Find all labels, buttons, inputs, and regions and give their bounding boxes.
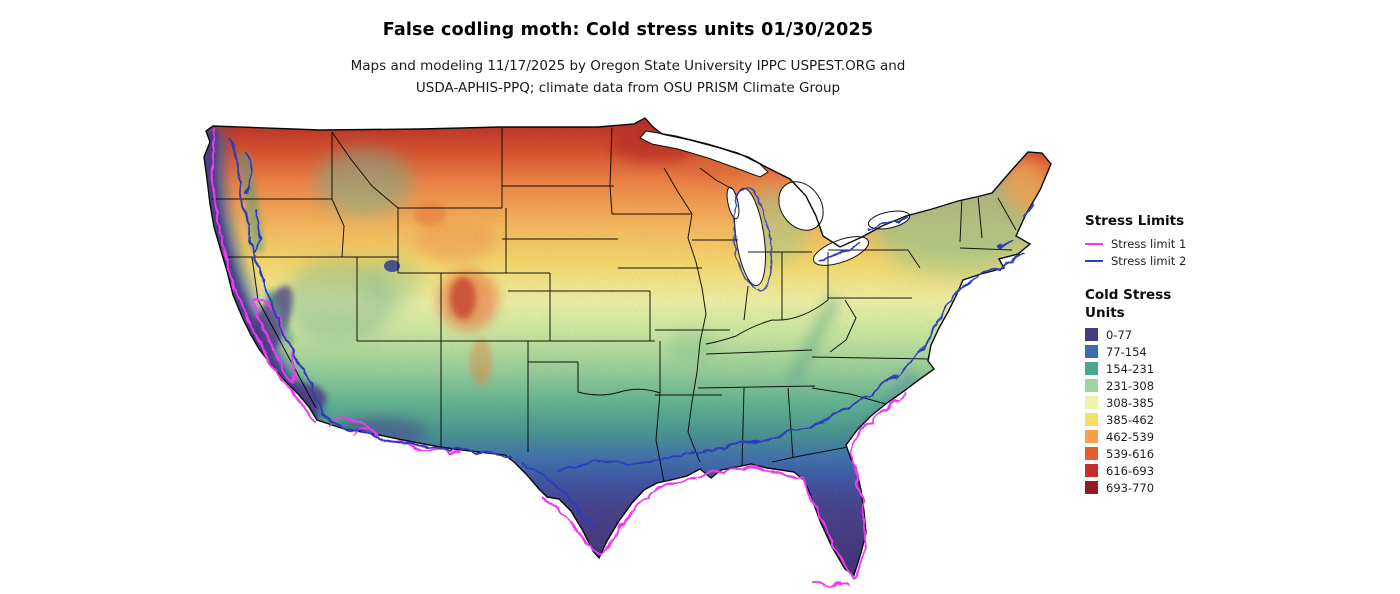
cold-stress-bins: 0-77 77-154 154-231 231-308 308-385 385-462 46… [1085,327,1260,495]
cold-stress-bin-swatch [1085,345,1098,358]
cold-stress-bin-label: 693-770 [1106,480,1155,495]
cold-stress-bin-label: 154-231 [1106,361,1155,376]
cold-stress-bin-label: 77-154 [1106,344,1147,359]
lake-superior [639,130,769,178]
lake-erie [812,236,870,266]
stress-limit-1-line [350,427,380,439]
cold-stress-bin-label: 539-616 [1106,446,1155,461]
cold-stress-bin-label: 308-385 [1106,395,1155,410]
cold-stress-heading-line2: Units [1085,305,1125,321]
stress-limit-1-line [248,295,295,384]
stress-limit-item-swatch [1085,242,1103,245]
stress-limit-item-label: Stress limit 2 [1111,253,1187,268]
stress-limit-2-line [228,138,510,456]
stress-limit-2-contours [228,138,1032,528]
page-title: False codling moth: Cold stress units 01… [382,20,874,40]
stress-limit-1-line [810,579,848,586]
cold-stress-bin-swatch [1085,413,1098,426]
stress-limit-item: Stress limit 2 [1085,253,1260,268]
stress-limit-1-line [539,389,907,577]
cold-stress-bin-swatch [1085,362,1098,375]
cold-stress-bin-swatch [1085,464,1098,477]
cold-stress-bin-label: 616-693 [1106,463,1155,478]
cold-stress-bin-swatch [1085,447,1098,460]
cold-stress-bin-label: 0-77 [1106,327,1133,342]
stress-limits-list: Stress limit 1 Stress limit 2 [1085,236,1260,268]
lake-huron [778,181,824,231]
stress-limits-heading: Stress Limits [1085,213,1185,229]
stress-limit-item-swatch [1085,259,1103,262]
cold-stress-bin: 462-539 [1085,429,1260,444]
cold-stress-bin: 539-616 [1085,446,1260,461]
stress-limit-2-line [816,215,906,262]
legend-gap [1085,271,1260,286]
terrain-overlays [204,118,1051,575]
cold-stress-bin-swatch [1085,396,1098,409]
cold-stress-bin-label: 462-539 [1106,429,1155,444]
subtitle: Maps and modeling 11/17/2025 by Oregon S… [0,55,1256,99]
stress-limit-item: Stress limit 1 [1085,236,1260,251]
subtitle-line2: USDA-APHIS-PPQ; climate data from OSU PR… [415,80,841,96]
stress-limit-2-line [995,202,1032,246]
subtitle-line1: Maps and modeling 11/17/2025 by Oregon S… [350,58,906,74]
cold-stress-bin-swatch [1085,481,1098,494]
stress-limit-2-line [518,250,1022,528]
stress-limit-1-line [208,127,317,421]
cold-stress-bin: 77-154 [1085,344,1260,359]
cold-stress-bin: 154-231 [1085,361,1260,376]
cold-stress-bin-label: 385-462 [1106,412,1155,427]
cold-stress-heading-line1: Cold Stress [1085,287,1172,303]
cold-stress-bin: 0-77 [1085,327,1260,342]
cold-stress-bin-label: 231-308 [1106,378,1155,393]
lake-michigan [734,187,766,287]
cold-stress-bin-swatch [1085,430,1098,443]
cold-stress-bin: 231-308 [1085,378,1260,393]
cold-stress-bin: 308-385 [1085,395,1260,410]
great-salt-lake [384,260,400,272]
cold-stress-bin-swatch [1085,328,1098,341]
state-borders [212,127,1017,483]
cold-stress-bin: 385-462 [1085,412,1260,427]
cold-stress-bin-swatch [1085,379,1098,392]
stress-limit-2-line [730,184,770,290]
cold-stress-heading: Cold Stress Units [1085,286,1260,322]
legend: Stress Limits Stress limit 1 Stress limit… [1085,212,1260,498]
cold-stress-bin: 616-693 [1085,463,1260,478]
stress-limit-item-label: Stress limit 1 [1111,236,1187,251]
stress-limit-2-line [242,151,259,251]
cold-stress-bin: 693-770 [1085,480,1260,495]
